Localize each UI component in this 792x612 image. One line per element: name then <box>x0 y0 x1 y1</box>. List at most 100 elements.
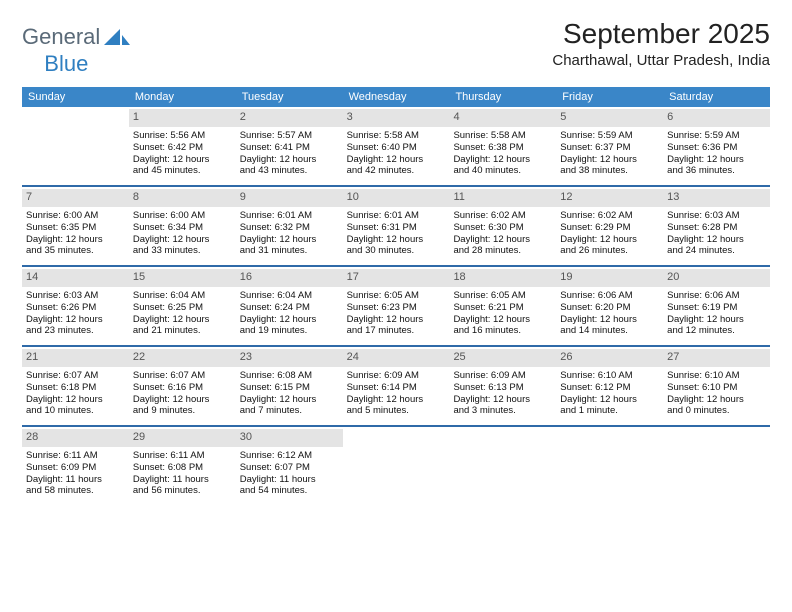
sunrise-text: Sunrise: 6:02 AM <box>560 210 659 222</box>
day-number: 1 <box>129 109 236 127</box>
empty-cell <box>343 427 450 505</box>
day-number: 19 <box>556 269 663 287</box>
day2-text: and 3 minutes. <box>453 405 552 417</box>
day-cell: 26Sunrise: 6:10 AMSunset: 6:12 PMDayligh… <box>556 347 663 425</box>
sunset-text: Sunset: 6:37 PM <box>560 142 659 154</box>
day1-text: Daylight: 11 hours <box>240 474 339 486</box>
sunrise-text: Sunrise: 6:06 AM <box>560 290 659 302</box>
sunset-text: Sunset: 6:32 PM <box>240 222 339 234</box>
day-cell: 20Sunrise: 6:06 AMSunset: 6:19 PMDayligh… <box>663 267 770 345</box>
day-cell: 21Sunrise: 6:07 AMSunset: 6:18 PMDayligh… <box>22 347 129 425</box>
sunset-text: Sunset: 6:36 PM <box>667 142 766 154</box>
day-number: 20 <box>663 269 770 287</box>
day2-text: and 28 minutes. <box>453 245 552 257</box>
day-number: 21 <box>22 349 129 367</box>
day1-text: Daylight: 11 hours <box>26 474 125 486</box>
brand-name-2: Blue <box>44 51 88 77</box>
day-cell: 25Sunrise: 6:09 AMSunset: 6:13 PMDayligh… <box>449 347 556 425</box>
sunset-text: Sunset: 6:18 PM <box>26 382 125 394</box>
sunrise-text: Sunrise: 6:00 AM <box>26 210 125 222</box>
dow-cell: Wednesday <box>343 87 450 107</box>
sunset-text: Sunset: 6:20 PM <box>560 302 659 314</box>
sunset-text: Sunset: 6:15 PM <box>240 382 339 394</box>
sunset-text: Sunset: 6:40 PM <box>347 142 446 154</box>
empty-cell <box>663 427 770 505</box>
day1-text: Daylight: 12 hours <box>347 154 446 166</box>
day-number: 29 <box>129 429 236 447</box>
sunrise-text: Sunrise: 6:03 AM <box>667 210 766 222</box>
day1-text: Daylight: 12 hours <box>560 234 659 246</box>
sunset-text: Sunset: 6:28 PM <box>667 222 766 234</box>
day-cell: 7Sunrise: 6:00 AMSunset: 6:35 PMDaylight… <box>22 187 129 265</box>
week-row: 21Sunrise: 6:07 AMSunset: 6:18 PMDayligh… <box>22 347 770 427</box>
dow-cell: Monday <box>129 87 236 107</box>
day2-text: and 16 minutes. <box>453 325 552 337</box>
sunset-text: Sunset: 6:34 PM <box>133 222 232 234</box>
day2-text: and 30 minutes. <box>347 245 446 257</box>
day-number: 14 <box>22 269 129 287</box>
day-number: 4 <box>449 109 556 127</box>
day-number: 15 <box>129 269 236 287</box>
day-number: 27 <box>663 349 770 367</box>
day1-text: Daylight: 12 hours <box>240 234 339 246</box>
day-number: 30 <box>236 429 343 447</box>
sunset-text: Sunset: 6:21 PM <box>453 302 552 314</box>
sunrise-text: Sunrise: 6:08 AM <box>240 370 339 382</box>
sunset-text: Sunset: 6:38 PM <box>453 142 552 154</box>
sunrise-text: Sunrise: 6:07 AM <box>26 370 125 382</box>
day2-text: and 26 minutes. <box>560 245 659 257</box>
day2-text: and 5 minutes. <box>347 405 446 417</box>
day1-text: Daylight: 12 hours <box>560 394 659 406</box>
sunset-text: Sunset: 6:14 PM <box>347 382 446 394</box>
dow-row: SundayMondayTuesdayWednesdayThursdayFrid… <box>22 87 770 107</box>
day-cell: 16Sunrise: 6:04 AMSunset: 6:24 PMDayligh… <box>236 267 343 345</box>
day1-text: Daylight: 12 hours <box>133 394 232 406</box>
empty-cell <box>22 107 129 185</box>
day-number: 26 <box>556 349 663 367</box>
day-cell: 8Sunrise: 6:00 AMSunset: 6:34 PMDaylight… <box>129 187 236 265</box>
sunset-text: Sunset: 6:09 PM <box>26 462 125 474</box>
day2-text: and 17 minutes. <box>347 325 446 337</box>
day-cell: 13Sunrise: 6:03 AMSunset: 6:28 PMDayligh… <box>663 187 770 265</box>
sunset-text: Sunset: 6:16 PM <box>133 382 232 394</box>
sunrise-text: Sunrise: 6:09 AM <box>347 370 446 382</box>
day-number: 9 <box>236 189 343 207</box>
day-cell: 27Sunrise: 6:10 AMSunset: 6:10 PMDayligh… <box>663 347 770 425</box>
day2-text: and 45 minutes. <box>133 165 232 177</box>
day1-text: Daylight: 12 hours <box>240 154 339 166</box>
sunrise-text: Sunrise: 6:07 AM <box>133 370 232 382</box>
sunrise-text: Sunrise: 5:58 AM <box>453 130 552 142</box>
sunset-text: Sunset: 6:10 PM <box>667 382 766 394</box>
sunset-text: Sunset: 6:31 PM <box>347 222 446 234</box>
day1-text: Daylight: 12 hours <box>240 314 339 326</box>
day-number: 23 <box>236 349 343 367</box>
sunset-text: Sunset: 6:12 PM <box>560 382 659 394</box>
day1-text: Daylight: 12 hours <box>667 234 766 246</box>
day-number: 3 <box>343 109 450 127</box>
sunrise-text: Sunrise: 6:05 AM <box>347 290 446 302</box>
day1-text: Daylight: 12 hours <box>347 394 446 406</box>
sunrise-text: Sunrise: 6:05 AM <box>453 290 552 302</box>
day-cell: 12Sunrise: 6:02 AMSunset: 6:29 PMDayligh… <box>556 187 663 265</box>
sunrise-text: Sunrise: 6:01 AM <box>240 210 339 222</box>
calendar: SundayMondayTuesdayWednesdayThursdayFrid… <box>22 87 770 505</box>
day-number: 22 <box>129 349 236 367</box>
sunset-text: Sunset: 6:42 PM <box>133 142 232 154</box>
day-cell: 18Sunrise: 6:05 AMSunset: 6:21 PMDayligh… <box>449 267 556 345</box>
day-number: 25 <box>449 349 556 367</box>
sunset-text: Sunset: 6:41 PM <box>240 142 339 154</box>
day-number: 18 <box>449 269 556 287</box>
sunrise-text: Sunrise: 5:57 AM <box>240 130 339 142</box>
day-cell: 9 Sunrise: 6:01 AMSunset: 6:32 PMDaylight… <box>236 187 343 265</box>
sunset-text: Sunset: 6:26 PM <box>26 302 125 314</box>
day1-text: Daylight: 12 hours <box>667 154 766 166</box>
sunset-text: Sunset: 6:25 PM <box>133 302 232 314</box>
weeks-container: 1Sunrise: 5:56 AMSunset: 6:42 PMDaylight… <box>22 107 770 505</box>
day1-text: Daylight: 12 hours <box>133 154 232 166</box>
sunset-text: Sunset: 6:07 PM <box>240 462 339 474</box>
day2-text: and 9 minutes. <box>133 405 232 417</box>
day-number: 7 <box>22 189 129 207</box>
sunrise-text: Sunrise: 6:04 AM <box>240 290 339 302</box>
day1-text: Daylight: 12 hours <box>347 314 446 326</box>
day1-text: Daylight: 11 hours <box>133 474 232 486</box>
